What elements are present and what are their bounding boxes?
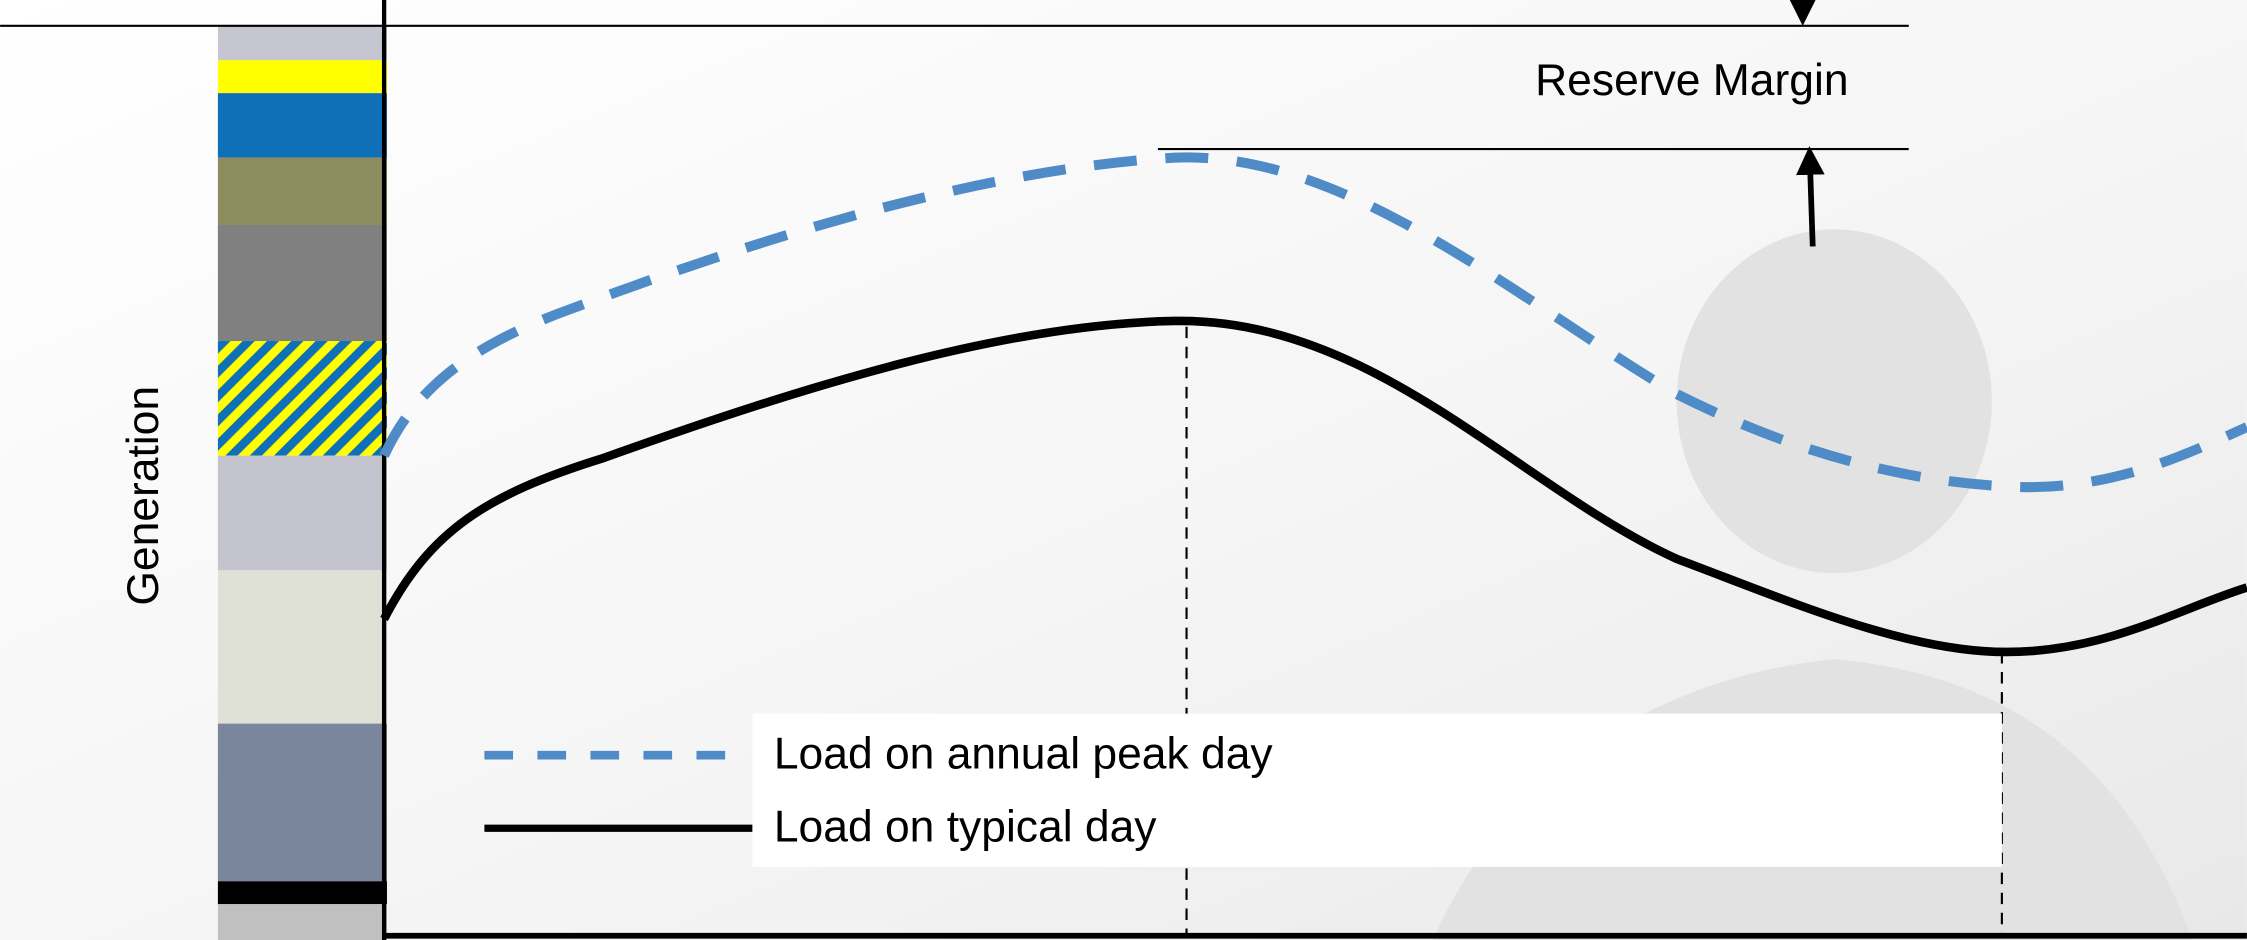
legend-label: Load on typical day [774, 802, 1157, 851]
reserve-margin-label: Reserve Margin [1535, 56, 1848, 105]
generation-stack [218, 26, 387, 940]
diagram: Load on annual peak day Load on typical … [0, 0, 2247, 940]
y-axis-label: Generation [119, 386, 168, 606]
legend-label: Load on annual peak day [774, 729, 1274, 778]
